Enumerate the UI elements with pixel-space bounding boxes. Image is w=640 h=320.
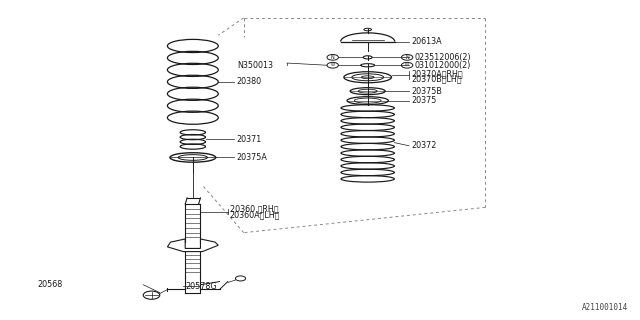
Text: 20613A: 20613A xyxy=(411,37,442,46)
Text: 20375B: 20375B xyxy=(411,87,442,96)
Text: 20568: 20568 xyxy=(37,280,62,289)
Text: W: W xyxy=(405,63,409,67)
Text: 20360A〈LH〉: 20360A〈LH〉 xyxy=(230,211,280,220)
Text: 20371: 20371 xyxy=(236,135,261,144)
Text: 20375: 20375 xyxy=(411,96,436,105)
Text: 20375A: 20375A xyxy=(236,153,267,162)
Text: 20578G: 20578G xyxy=(185,283,217,292)
Text: 20380: 20380 xyxy=(236,77,261,86)
Text: N350013: N350013 xyxy=(237,61,273,70)
Text: N: N xyxy=(331,55,335,60)
Text: 20372: 20372 xyxy=(411,141,436,150)
Text: 20370B〈LH〉: 20370B〈LH〉 xyxy=(411,74,461,83)
Text: N: N xyxy=(405,55,409,60)
Text: W: W xyxy=(331,63,335,67)
Text: 023512006(2): 023512006(2) xyxy=(414,53,471,62)
Text: 20360 〈RH〉: 20360 〈RH〉 xyxy=(230,204,278,213)
Text: A211001014: A211001014 xyxy=(582,303,628,312)
Text: 20370A〈RH〉: 20370A〈RH〉 xyxy=(411,69,463,78)
Text: 031012000(2): 031012000(2) xyxy=(414,61,470,70)
